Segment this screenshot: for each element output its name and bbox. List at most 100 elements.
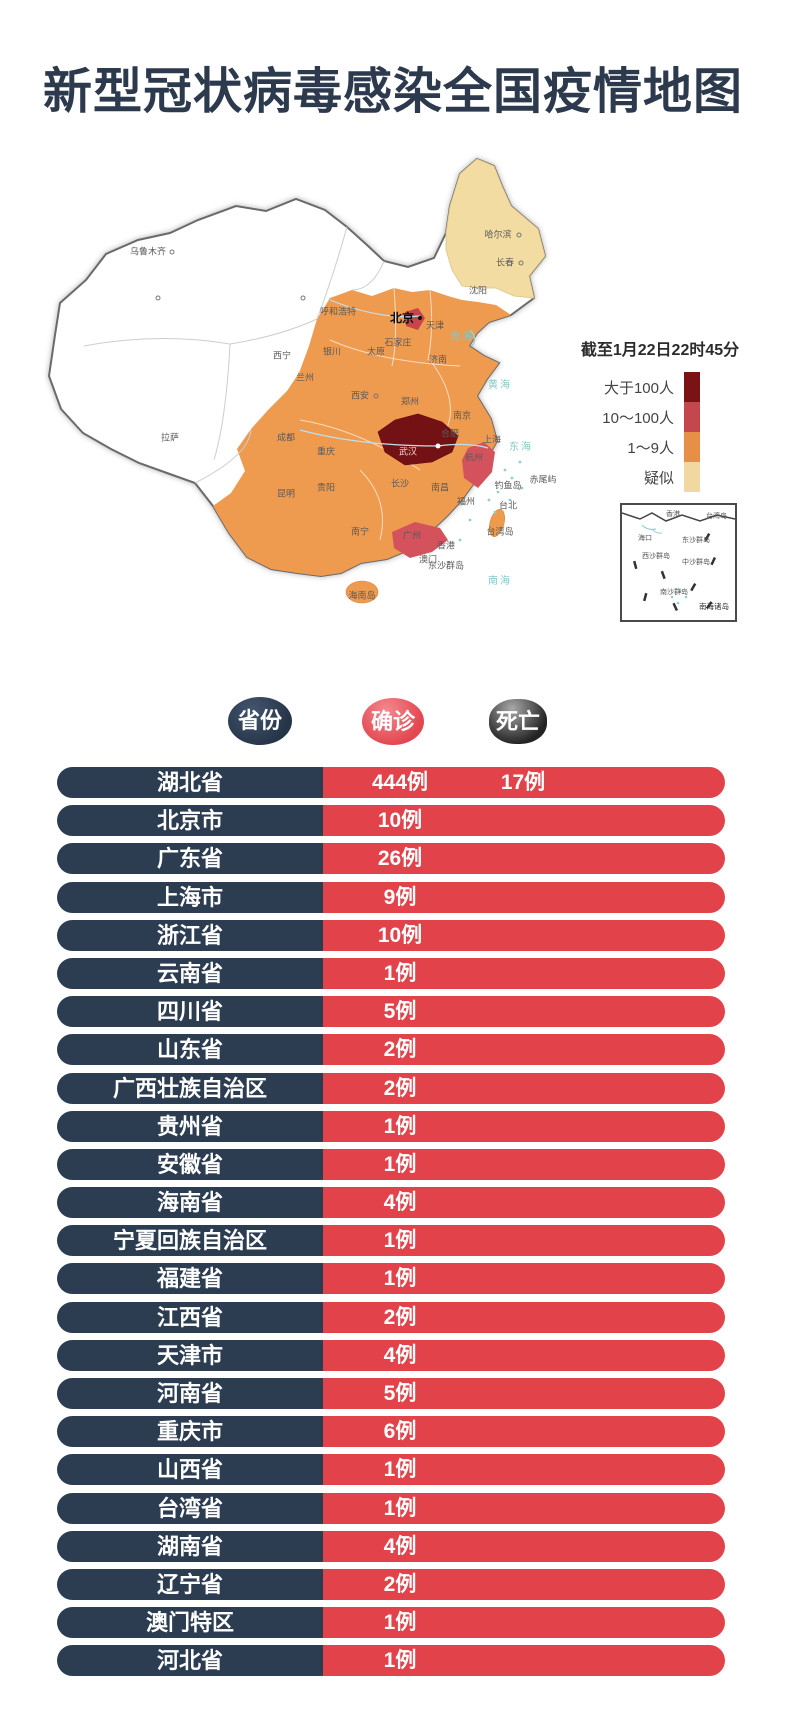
table-row: 天津市 4例 (57, 1339, 725, 1371)
map-legend: 截至1月22日22时45分 大于100人 10～100人 1～9人疑似 (553, 336, 753, 492)
values-cell: 5例 (323, 996, 725, 1028)
values-cell: 1例 (323, 1492, 725, 1524)
province-cell: 上海市 (57, 881, 323, 913)
table-row: 北京市 10例 (57, 805, 725, 837)
table-row: 云南省 1例 (57, 957, 725, 989)
map-label: 台北 (498, 500, 518, 511)
values-cell: 1例 (323, 1645, 725, 1677)
province-cell: 北京市 (57, 805, 323, 837)
confirmed-value: 1例 (383, 1229, 417, 1253)
china-map-svg (47, 157, 547, 604)
table-row: 河北省 1例 (57, 1645, 725, 1677)
province-cell: 江西省 (57, 1301, 323, 1333)
china-map: 乌鲁木齐 呼和浩特 哈尔滨 长春 沈阳 北京 天津 石家庄 太原 济南 银川 西宁 兰州 西安 郑州 南京 合肥… (0, 140, 786, 640)
header-province: 省份 (228, 697, 292, 745)
confirmed-value: 10例 (377, 923, 423, 947)
inset-label: 中沙群岛 (682, 559, 710, 566)
province-cell: 澳门特区 (57, 1607, 323, 1639)
map-label: 香港 (436, 540, 456, 551)
province-cell: 福建省 (57, 1263, 323, 1295)
region-beijing-red (405, 308, 425, 330)
values-cell: 1例 (323, 1263, 725, 1295)
values-cell: 2例 (323, 1568, 725, 1600)
province-cell: 河南省 (57, 1378, 323, 1409)
map-label: 合肥 (440, 428, 460, 439)
confirmed-value: 2例 (383, 1038, 417, 1062)
legend-timestamp: 截至1月22日22时45分 (580, 342, 740, 359)
table-row: 广东省 26例 (57, 843, 725, 875)
values-cell: 1例 (323, 1225, 725, 1257)
inset-label: 西沙群岛 (642, 553, 670, 560)
table-row: 山东省 2例 (57, 1034, 725, 1066)
table-row: 福建省 1例 (57, 1263, 725, 1295)
table-row: 广西壮族自治区 2例 (57, 1072, 725, 1104)
values-cell: 1例 (323, 1110, 725, 1142)
map-label: 乌鲁木齐 (129, 246, 167, 257)
province-cell: 宁夏回族自治区 (57, 1225, 323, 1257)
map-label: 钓鱼岛 (494, 480, 522, 491)
legend-item: 疑似 (553, 462, 753, 492)
map-label: 哈尔滨 (484, 229, 512, 240)
map-label: 西安 (350, 390, 370, 401)
values-cell: 1例 (323, 1607, 725, 1639)
map-label: 兰州 (295, 372, 315, 383)
map-label: 贵阳 (316, 482, 336, 493)
table-row: 江西省 2例 (57, 1301, 725, 1333)
map-label: 黄海 (488, 380, 512, 391)
table-row: 上海市 9例 (57, 881, 725, 913)
table-row: 澳门特区 1例 (57, 1607, 725, 1639)
map-label: 银川 (322, 346, 342, 357)
beijing-dot (418, 316, 422, 320)
confirmed-value: 4例 (383, 1191, 417, 1215)
region-central-orange (213, 288, 511, 576)
values-cell: 10例 (323, 805, 725, 837)
confirmed-value: 1例 (383, 961, 417, 985)
values-cell: 4例 (323, 1339, 725, 1371)
province-cell: 海南省 (57, 1187, 323, 1219)
map-label: 石家庄 (384, 337, 412, 348)
table-row: 湖北省 444例 17例 (57, 767, 725, 798)
table-row: 安徽省 1例 (57, 1148, 725, 1180)
map-label: 太原 (366, 346, 386, 357)
map-label: 上海 (482, 434, 502, 445)
province-cell: 贵州省 (57, 1110, 323, 1142)
map-label: 南海 (488, 576, 512, 587)
legend-item: 10～100人 (553, 402, 753, 432)
values-cell: 26例 (323, 843, 725, 875)
values-cell: 1例 (323, 957, 725, 989)
values-cell: 2例 (323, 1034, 725, 1066)
map-label: 广州 (402, 530, 422, 541)
map-label: 成都 (276, 432, 296, 443)
province-cell: 重庆市 (57, 1416, 323, 1448)
inset-label: 海口 (638, 535, 652, 542)
confirmed-value: 4例 (383, 1343, 417, 1367)
map-label: 南宁 (350, 526, 370, 537)
map-label: 沈阳 (468, 285, 488, 296)
wuhan-dot (435, 443, 441, 449)
region-hainan (345, 580, 379, 604)
table-row: 辽宁省 2例 (57, 1568, 725, 1600)
inset-label: 南沙群岛 (660, 589, 688, 596)
province-cell: 广东省 (57, 843, 323, 875)
confirmed-value: 1例 (383, 1649, 417, 1673)
province-cell: 山东省 (57, 1034, 323, 1066)
values-cell: 1例 (323, 1454, 725, 1486)
map-label: 南昌 (430, 482, 450, 493)
rivers (299, 299, 489, 449)
province-cell: 湖北省 (57, 767, 323, 798)
header-confirmed: 确诊 (362, 698, 424, 745)
legend-label: 1～9人 (627, 439, 674, 457)
map-label: 东沙群岛 (427, 560, 465, 571)
legend-item: 大于100人 (553, 372, 753, 402)
region-zhejiang-red (462, 442, 495, 488)
region-guangdong-red (392, 522, 448, 558)
confirmed-value: 2例 (383, 1305, 417, 1329)
death-value: 17例 (500, 771, 546, 794)
page-title: 新型冠状病毒感染全国疫情地图 (42, 65, 743, 119)
map-label: 赤尾屿 (529, 474, 557, 485)
map-label: 海南岛 (348, 590, 376, 601)
confirmed-value: 2例 (383, 1572, 417, 1596)
map-label: 郑州 (400, 396, 420, 407)
map-label: 昆明 (276, 488, 296, 499)
province-table: 湖北省 444例 17例 北京市 10例 广东省 26例 上海市 9例 浙江省 10例 云南省 1例 四川… (57, 767, 725, 1684)
